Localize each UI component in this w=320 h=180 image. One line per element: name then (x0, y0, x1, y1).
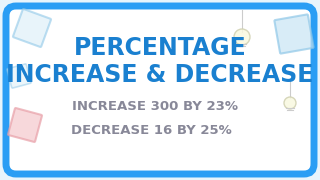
FancyBboxPatch shape (13, 9, 51, 47)
Text: DECREASE 16 BY 25%: DECREASE 16 BY 25% (71, 123, 231, 136)
FancyBboxPatch shape (8, 108, 42, 142)
Circle shape (234, 29, 250, 45)
Circle shape (284, 97, 296, 109)
Text: INCREASE & DECREASE: INCREASE & DECREASE (6, 63, 314, 87)
FancyBboxPatch shape (275, 14, 314, 53)
Text: PERCENTAGE: PERCENTAGE (74, 36, 246, 60)
Text: INCREASE 300 BY 23%: INCREASE 300 BY 23% (72, 100, 238, 112)
FancyBboxPatch shape (6, 6, 314, 174)
FancyBboxPatch shape (7, 64, 31, 88)
